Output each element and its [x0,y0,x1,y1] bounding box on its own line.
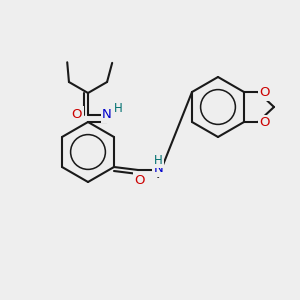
Text: O: O [134,173,144,187]
Text: O: O [260,116,270,130]
Text: O: O [72,107,82,121]
Text: H: H [154,154,163,166]
Text: H: H [114,103,122,116]
Text: N: N [153,163,163,176]
Text: N: N [102,109,112,122]
Text: O: O [260,86,270,100]
